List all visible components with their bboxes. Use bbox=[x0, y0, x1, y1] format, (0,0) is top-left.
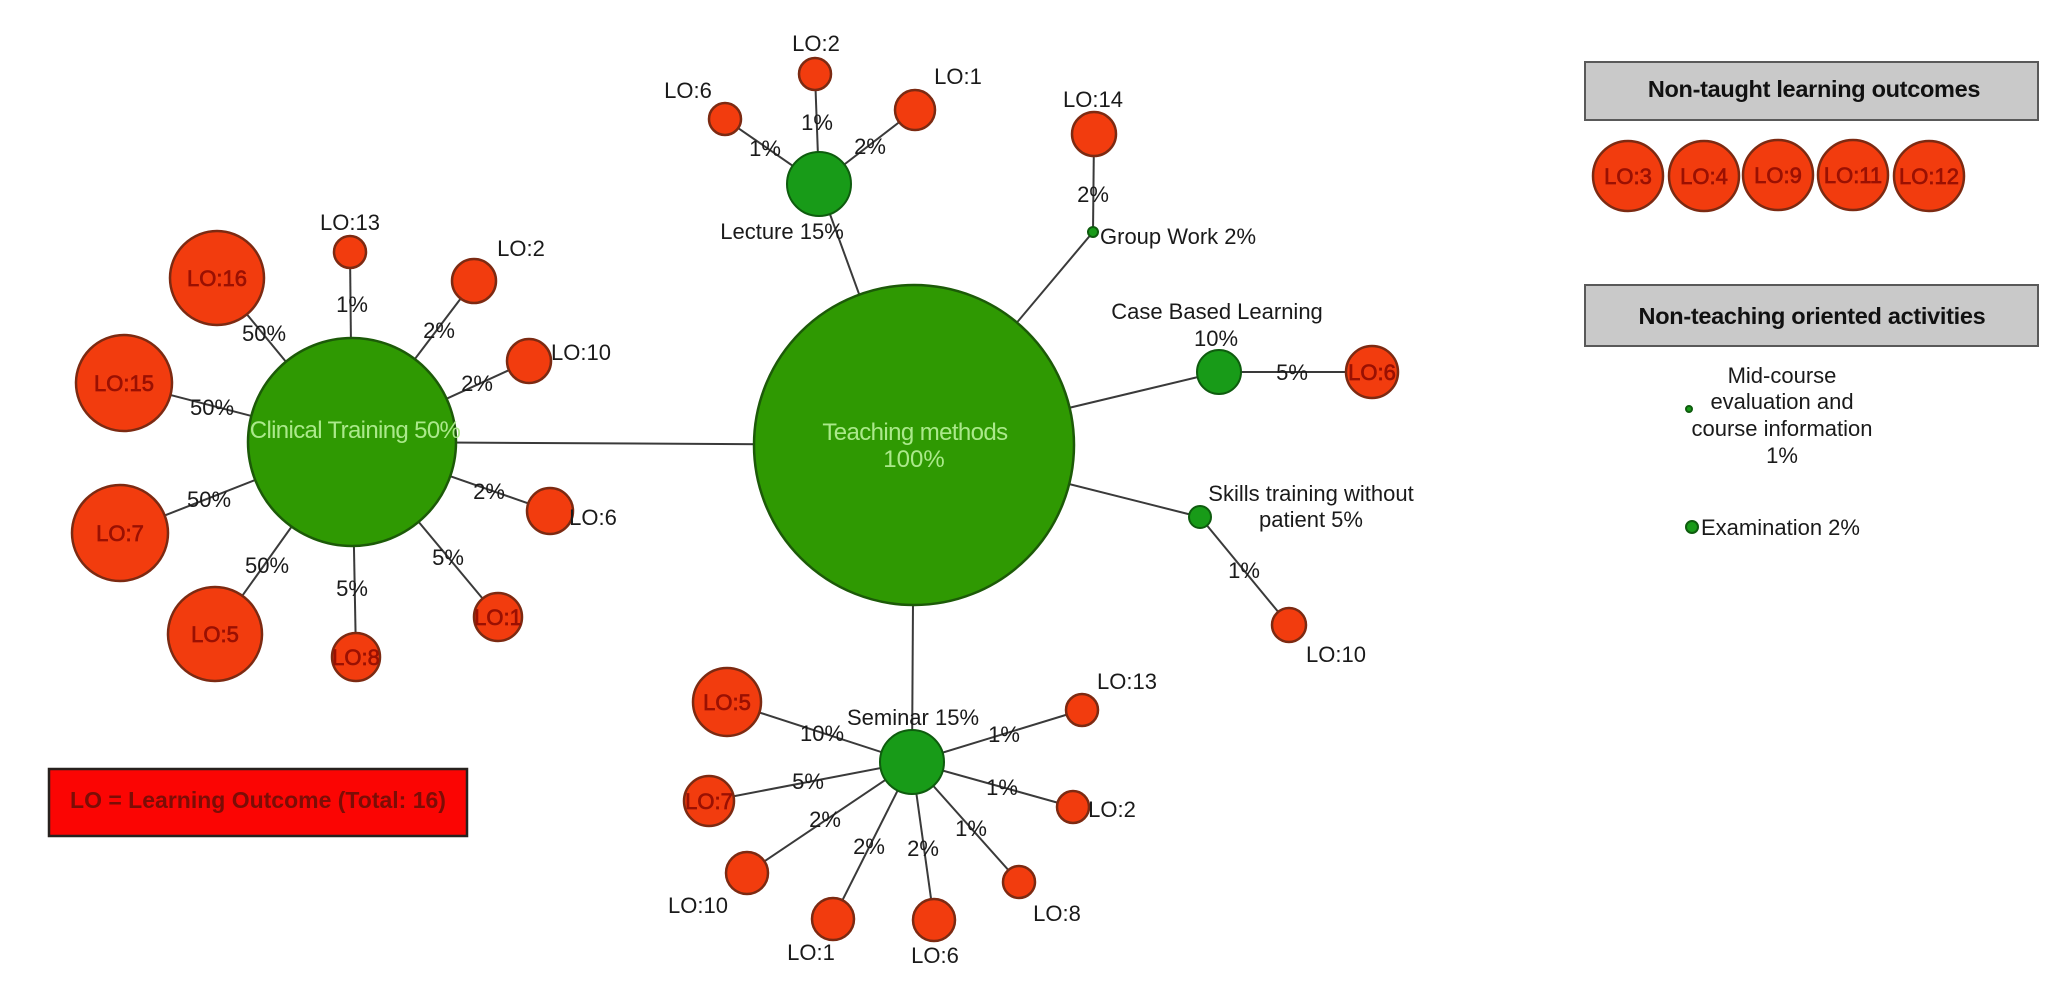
svg-text:LO:6: LO:6 bbox=[1348, 360, 1396, 385]
svg-text:LO:6: LO:6 bbox=[569, 505, 617, 530]
svg-text:LO:8: LO:8 bbox=[1033, 901, 1081, 926]
svg-text:10%: 10% bbox=[1194, 326, 1238, 351]
svg-text:Lecture 15%: Lecture 15% bbox=[720, 219, 844, 244]
svg-text:LO:16: LO:16 bbox=[187, 266, 247, 291]
svg-text:Skills training without: Skills training without bbox=[1208, 481, 1413, 506]
svg-text:LO:7: LO:7 bbox=[96, 521, 144, 546]
svg-text:2%: 2% bbox=[461, 371, 493, 396]
svg-text:2%: 2% bbox=[854, 134, 886, 159]
svg-text:LO:5: LO:5 bbox=[191, 622, 239, 647]
svg-text:patient 5%: patient 5% bbox=[1259, 507, 1363, 532]
svg-text:50%: 50% bbox=[187, 487, 231, 512]
svg-text:LO:6: LO:6 bbox=[911, 943, 959, 968]
svg-text:2%: 2% bbox=[907, 836, 939, 861]
svg-text:Non-teaching oriented activiti: Non-teaching oriented activities bbox=[1639, 303, 1986, 329]
svg-text:2%: 2% bbox=[423, 318, 455, 343]
svg-text:Teaching methods: Teaching methods bbox=[822, 419, 1008, 446]
svg-text:LO:11: LO:11 bbox=[1824, 163, 1882, 188]
svg-text:LO:12: LO:12 bbox=[1899, 164, 1959, 189]
svg-text:LO:3: LO:3 bbox=[1604, 164, 1652, 189]
svg-text:100%: 100% bbox=[883, 446, 944, 473]
svg-text:evaluation and: evaluation and bbox=[1710, 389, 1853, 414]
svg-text:2%: 2% bbox=[1077, 182, 1109, 207]
svg-text:Non-taught learning outcomes: Non-taught learning outcomes bbox=[1648, 76, 1981, 102]
svg-text:1%: 1% bbox=[1766, 443, 1798, 468]
svg-text:2%: 2% bbox=[853, 834, 885, 859]
svg-text:LO:2: LO:2 bbox=[1088, 797, 1136, 822]
svg-text:LO:9: LO:9 bbox=[1754, 163, 1802, 188]
svg-text:LO:4: LO:4 bbox=[1680, 164, 1728, 189]
svg-text:50%: 50% bbox=[245, 553, 289, 578]
svg-text:1%: 1% bbox=[749, 136, 781, 161]
svg-text:10%: 10% bbox=[800, 721, 844, 746]
svg-text:1%: 1% bbox=[988, 722, 1020, 747]
svg-text:2%: 2% bbox=[473, 479, 505, 504]
svg-text:LO:10: LO:10 bbox=[668, 893, 728, 918]
svg-text:LO:2: LO:2 bbox=[792, 31, 840, 56]
svg-text:Clinical Training 50%: Clinical Training 50% bbox=[250, 417, 461, 444]
svg-text:LO = Learning Outcome (Total:: LO = Learning Outcome (Total: 16) bbox=[70, 787, 446, 813]
svg-text:2%: 2% bbox=[809, 807, 841, 832]
svg-text:Group Work 2%: Group Work 2% bbox=[1100, 224, 1256, 249]
svg-text:LO:2: LO:2 bbox=[497, 236, 545, 261]
svg-text:LO:7: LO:7 bbox=[685, 789, 733, 814]
svg-text:Case Based Learning: Case Based Learning bbox=[1111, 299, 1323, 324]
svg-text:5%: 5% bbox=[432, 545, 464, 570]
svg-text:5%: 5% bbox=[792, 769, 824, 794]
svg-text:1%: 1% bbox=[336, 292, 368, 317]
svg-text:Mid-course: Mid-course bbox=[1728, 363, 1837, 388]
svg-text:LO:15: LO:15 bbox=[94, 371, 154, 396]
svg-text:LO:6: LO:6 bbox=[664, 78, 712, 103]
svg-text:course information: course information bbox=[1692, 416, 1873, 441]
svg-text:Seminar 15%: Seminar 15% bbox=[847, 705, 979, 730]
svg-text:50%: 50% bbox=[242, 321, 286, 346]
svg-text:LO:1: LO:1 bbox=[787, 940, 835, 965]
svg-text:Examination 2%: Examination 2% bbox=[1701, 515, 1860, 540]
svg-text:1%: 1% bbox=[986, 775, 1018, 800]
svg-text:LO:1: LO:1 bbox=[474, 605, 522, 630]
svg-text:1%: 1% bbox=[801, 110, 833, 135]
svg-text:5%: 5% bbox=[336, 576, 368, 601]
svg-text:1%: 1% bbox=[1228, 558, 1260, 583]
svg-text:LO:1: LO:1 bbox=[934, 64, 982, 89]
svg-text:LO:10: LO:10 bbox=[551, 340, 611, 365]
svg-text:LO:13: LO:13 bbox=[320, 210, 380, 235]
svg-text:LO:13: LO:13 bbox=[1097, 669, 1157, 694]
svg-text:1%: 1% bbox=[955, 816, 987, 841]
svg-text:5%: 5% bbox=[1276, 360, 1308, 385]
svg-text:LO:14: LO:14 bbox=[1063, 87, 1123, 112]
svg-text:LO:5: LO:5 bbox=[703, 690, 751, 715]
svg-text:LO:10: LO:10 bbox=[1306, 642, 1366, 667]
svg-text:LO:8: LO:8 bbox=[332, 645, 380, 670]
svg-text:50%: 50% bbox=[190, 395, 234, 420]
